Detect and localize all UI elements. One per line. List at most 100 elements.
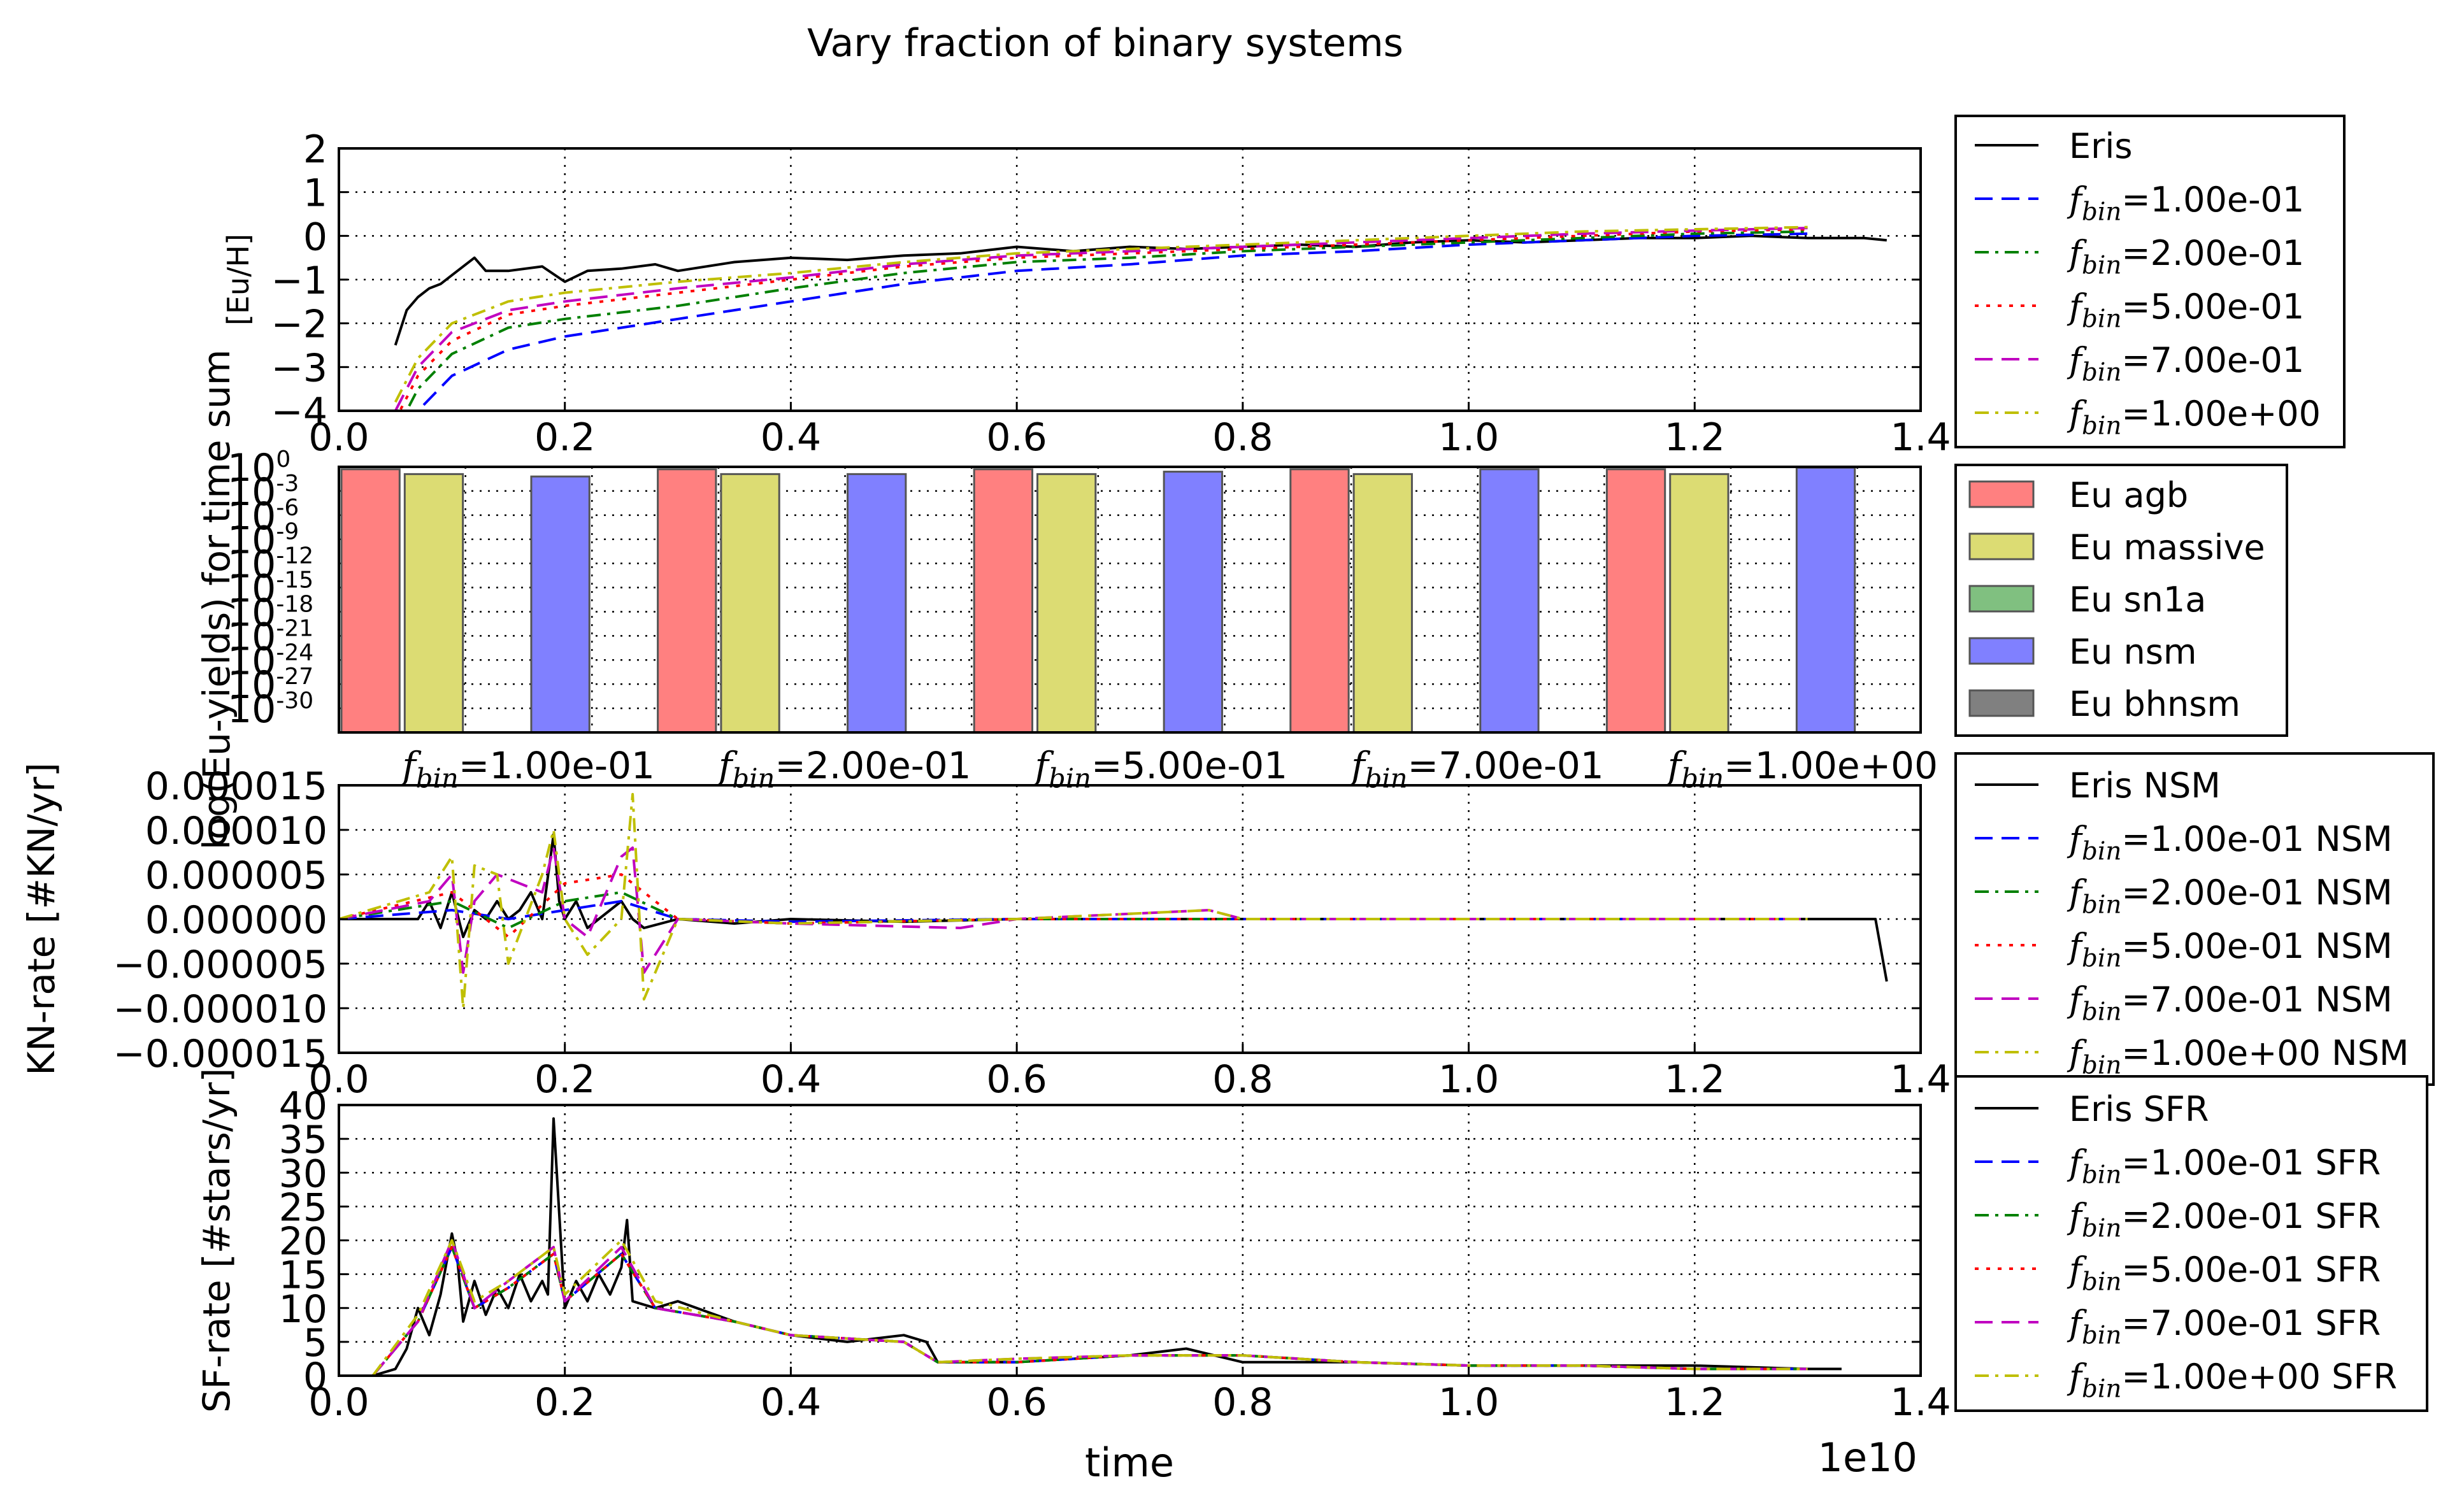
y-tick-label: 10-3 xyxy=(227,470,299,515)
bar-Eu-massive-1 xyxy=(720,473,780,732)
legend-label-4: fbin=7.00e-01 NSM xyxy=(2067,980,2393,1027)
y-tick-label: 0.000005 xyxy=(145,853,327,898)
x-tick-label: 0.2 xyxy=(534,415,595,460)
legend-frame xyxy=(1954,1075,2428,1412)
y-tick-label: 10 xyxy=(279,1287,327,1332)
legend-label-1: fbin=1.00e-01 NSM xyxy=(2067,819,2393,866)
x-tick-label: 1.0 xyxy=(1438,415,1499,460)
x-tick-label: 1.2 xyxy=(1665,1380,1725,1425)
series-line-3 xyxy=(398,228,1808,411)
plot-area-sf_rate xyxy=(371,1117,1842,1376)
y-tick-label: 0.000015 xyxy=(145,764,327,809)
legend-label-3: fbin=5.00e-01 NSM xyxy=(2067,926,2393,973)
x-tick-label: 1.4 xyxy=(1890,415,1951,460)
bar-Eu-agb-0 xyxy=(340,468,401,732)
legend-label-5: fbin=1.00e+00 SFR xyxy=(2067,1357,2397,1404)
plot-area-yields xyxy=(340,467,1856,732)
bar-Eu-nsm-4 xyxy=(1795,467,1856,732)
y-axis-label: [Eu/H] xyxy=(221,234,255,325)
x-tick-label: 0.6 xyxy=(986,415,1047,460)
bar-Eu-agb-2 xyxy=(973,468,1034,732)
y-tick-label: 30 xyxy=(279,1152,327,1196)
legend-label-2: fbin=2.00e-01 SFR xyxy=(2067,1196,2381,1243)
series-line-5 xyxy=(339,793,1808,1009)
y-tick-label: −1 xyxy=(271,259,327,303)
y-tick-label: 10-15 xyxy=(227,567,313,611)
y-tick-label: 10-24 xyxy=(227,639,313,683)
x-tick-label: 1.0 xyxy=(1438,1380,1499,1425)
bar-Eu-massive-2 xyxy=(1036,473,1097,732)
x-tick-label: 0.8 xyxy=(1212,1380,1273,1425)
x-tick-label: 0.0 xyxy=(308,415,369,460)
y-tick-label: −0.000005 xyxy=(113,943,327,987)
series-line-5 xyxy=(394,225,1808,403)
y-axis-label: SF-rate [#stars/yr] xyxy=(195,1068,238,1413)
bar-Eu-massive-4 xyxy=(1669,473,1730,732)
y-tick-label: 100 xyxy=(227,446,290,490)
x-tick-label: 1.2 xyxy=(1665,415,1725,460)
legend-kn_rate: Eris NSM fbin=1.00e-01 NSM fbin=2.00e-01 N… xyxy=(1954,752,2435,1086)
y-tick-label: 5 xyxy=(303,1321,327,1366)
x-tick-label: 0.8 xyxy=(1212,415,1273,460)
x-tick-label: 1.2 xyxy=(1665,1057,1725,1102)
legend-label-2: Eu sn1a xyxy=(2069,580,2206,620)
series-line-2 xyxy=(405,230,1808,411)
legend-label-0: Eris xyxy=(2069,126,2132,166)
legend-label-0: Eris SFR xyxy=(2069,1089,2209,1129)
y-tick-label: −0.000015 xyxy=(113,1032,327,1076)
group-label-0: fbin=1.00e-01 xyxy=(399,744,655,794)
legend-label-2: fbin=2.00e-01 NSM xyxy=(2067,873,2393,920)
group-label-3: fbin=7.00e-01 xyxy=(1349,744,1604,794)
panels: 210−1−2−3−40.0 0.2 0.4 0.6 0.8 1.0 1.2 1.4[Eu/H… xyxy=(20,115,2435,1425)
y-tick-label: 2 xyxy=(303,127,327,172)
x-tick-label: 0.6 xyxy=(986,1057,1047,1102)
grid-abundance xyxy=(339,148,1921,411)
legend-frame xyxy=(1954,115,2346,448)
y-tick-label: −0.000010 xyxy=(113,987,327,1032)
panel-yields: fbin=1.00e-01 fbin=2.00e-01 fbin=5.00e-01 f… xyxy=(195,350,2288,850)
x-tick-label: 0.0 xyxy=(308,1057,369,1102)
bar-Eu-massive-3 xyxy=(1352,473,1413,732)
x-tick-label: 0.6 xyxy=(986,1380,1047,1425)
legend-label-2: fbin=2.00e-01 xyxy=(2067,233,2304,280)
legend-label-1: Eu massive xyxy=(2069,527,2265,567)
y-tick-label: 10-30 xyxy=(227,687,313,732)
bar-Eu-agb-1 xyxy=(657,468,717,732)
y-tick-label: 10-27 xyxy=(227,663,313,708)
x-tick-label: 0.0 xyxy=(308,1380,369,1425)
y-tick-label: 20 xyxy=(279,1220,327,1264)
series-line-1 xyxy=(339,900,1808,924)
figure-title: Vary fraction of binary systems xyxy=(807,21,1403,66)
x-tick-label: 0.2 xyxy=(534,1380,595,1425)
bar-Eu-nsm-3 xyxy=(1479,468,1540,732)
x-axis-label: time xyxy=(1085,1439,1174,1486)
group-label-4: fbin=1.00e+00 xyxy=(1665,744,1938,794)
y-tick-label: 1 xyxy=(303,171,327,216)
y-tick-label: 0.000010 xyxy=(145,809,327,853)
legend-label-4: fbin=7.00e-01 SFR xyxy=(2067,1303,2381,1350)
x-tick-label: 0.4 xyxy=(761,415,821,460)
legend-swatch-0 xyxy=(1968,480,2035,508)
bar-Eu-nsm-1 xyxy=(847,473,907,732)
bar-Eu-agb-3 xyxy=(1289,468,1350,732)
legend-label-0: Eris NSM xyxy=(2069,766,2221,806)
legend-swatch-2 xyxy=(1968,585,2035,613)
bar-Eu-agb-4 xyxy=(1605,468,1666,732)
x-tick-label: 1.4 xyxy=(1890,1057,1951,1102)
x-tick-label: 1.4 xyxy=(1890,1380,1951,1425)
x-tick-label: 0.4 xyxy=(761,1380,821,1425)
y-tick-label: −3 xyxy=(271,346,327,390)
x-tick-label: 0.2 xyxy=(534,1057,595,1102)
series-line-4 xyxy=(394,227,1808,411)
x-tick-label: 0.4 xyxy=(761,1057,821,1102)
grid-sf_rate xyxy=(339,1105,1921,1376)
legend-yields: Eu agb Eu massive Eu sn1a Eu nsm Eu bhnsm xyxy=(1954,464,2288,737)
legend-sf_rate: Eris SFR fbin=1.00e-01 SFR fbin=2.00e-01 S… xyxy=(1954,1075,2428,1412)
bar-Eu-nsm-0 xyxy=(530,475,591,732)
x-axis-offset-label: 1e10 xyxy=(1818,1434,1917,1481)
y-tick-label: 10-21 xyxy=(227,615,313,659)
y-tick-label: 10-6 xyxy=(227,494,299,539)
legend-label-4: Eu bhnsm xyxy=(2069,684,2240,724)
